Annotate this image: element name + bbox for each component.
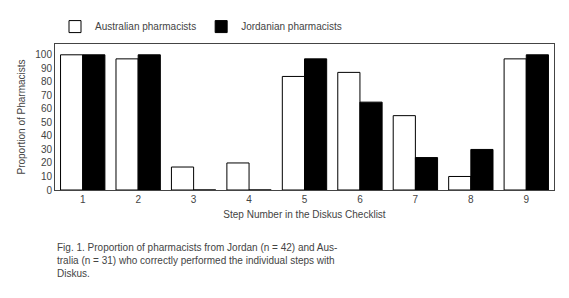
svg-text:80: 80 (41, 76, 53, 87)
svg-text:Proportion of Pharmacists: Proportion of Pharmacists (16, 59, 27, 174)
svg-text:Fig. 1. Proportion of pharmaci: Fig. 1. Proportion of pharmacists from J… (57, 242, 337, 279)
svg-text:Australian pharmacists: Australian pharmacists (95, 21, 196, 32)
svg-text:Jordanian pharmacists: Jordanian pharmacists (241, 21, 342, 32)
svg-text:7: 7 (413, 194, 419, 205)
svg-text:2: 2 (135, 194, 141, 205)
svg-text:4: 4 (246, 194, 252, 205)
svg-text:90: 90 (41, 63, 53, 74)
svg-text:3: 3 (191, 194, 197, 205)
svg-text:9: 9 (523, 194, 529, 205)
svg-text:20: 20 (41, 157, 53, 168)
svg-text:50: 50 (41, 117, 53, 128)
svg-text:6: 6 (357, 194, 363, 205)
svg-text:Step Number in the Diskus Chec: Step Number in the Diskus Checklist (223, 209, 386, 220)
svg-text:100: 100 (35, 49, 52, 60)
svg-text:8: 8 (468, 194, 474, 205)
svg-text:40: 40 (41, 130, 53, 141)
svg-text:60: 60 (41, 103, 53, 114)
svg-text:5: 5 (302, 194, 308, 205)
svg-text:30: 30 (41, 144, 53, 155)
svg-text:1: 1 (80, 194, 86, 205)
svg-text:10: 10 (41, 171, 53, 182)
svg-text:0: 0 (46, 185, 52, 196)
svg-text:70: 70 (41, 90, 53, 101)
